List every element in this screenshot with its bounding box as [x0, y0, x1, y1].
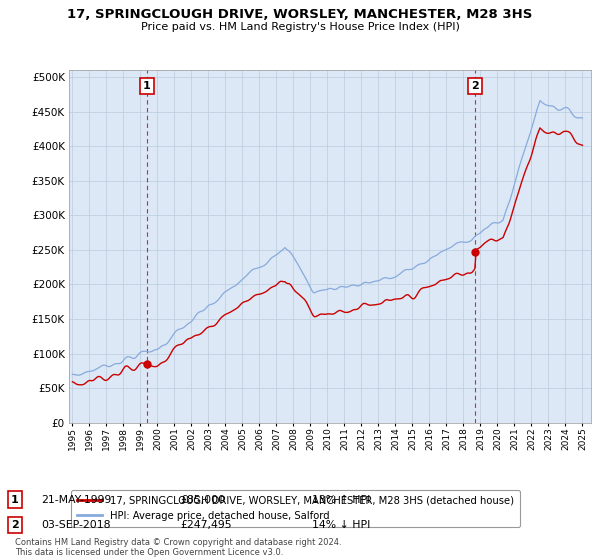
Text: 1: 1	[11, 494, 19, 505]
Legend: 17, SPRINGCLOUGH DRIVE, WORSLEY, MANCHESTER, M28 3HS (detached house), HPI: Aver: 17, SPRINGCLOUGH DRIVE, WORSLEY, MANCHES…	[71, 489, 520, 526]
Text: 2: 2	[471, 81, 479, 91]
Text: 21-MAY-1999: 21-MAY-1999	[41, 494, 111, 505]
Text: £85,000: £85,000	[180, 494, 225, 505]
Text: 1: 1	[143, 81, 151, 91]
Text: 03-SEP-2018: 03-SEP-2018	[41, 520, 110, 530]
Text: 13% ↑ HPI: 13% ↑ HPI	[312, 494, 370, 505]
Text: 2: 2	[11, 520, 19, 530]
Text: Contains HM Land Registry data © Crown copyright and database right 2024.
This d: Contains HM Land Registry data © Crown c…	[15, 538, 341, 557]
Text: 14% ↓ HPI: 14% ↓ HPI	[312, 520, 370, 530]
Text: 17, SPRINGCLOUGH DRIVE, WORSLEY, MANCHESTER, M28 3HS: 17, SPRINGCLOUGH DRIVE, WORSLEY, MANCHES…	[67, 8, 533, 21]
Text: £247,495: £247,495	[180, 520, 232, 530]
Text: Price paid vs. HM Land Registry's House Price Index (HPI): Price paid vs. HM Land Registry's House …	[140, 22, 460, 32]
